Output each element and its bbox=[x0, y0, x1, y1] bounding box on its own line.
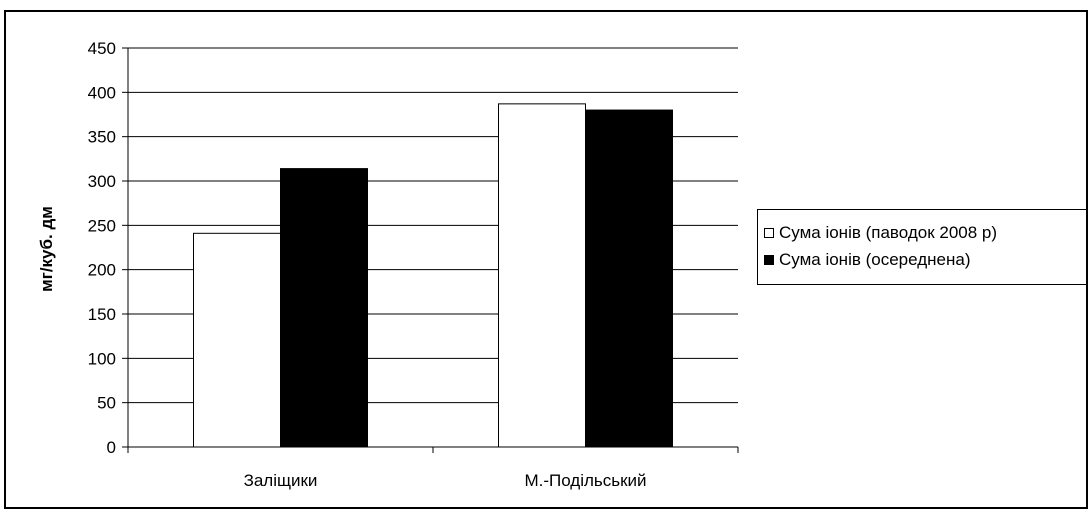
x-tick-label: Заліщики bbox=[244, 471, 318, 490]
bar bbox=[585, 109, 673, 448]
legend: Сума іонів (паводок 2008 р) Сума іонів (о… bbox=[757, 209, 1087, 285]
y-tick-label: 0 bbox=[107, 438, 116, 457]
legend-label: Сума іонів (паводок 2008 р) bbox=[779, 222, 998, 242]
legend-swatch bbox=[764, 254, 774, 265]
bar bbox=[498, 103, 586, 448]
y-tick-label: 150 bbox=[88, 305, 116, 324]
y-tick-label: 250 bbox=[88, 216, 116, 235]
bar bbox=[193, 232, 281, 448]
axes: 0 50 100 150 200 250 300 350 400 450 Заліщики М.-По… bbox=[88, 39, 739, 490]
legend-item: Сума іонів (паводок 2008 р) bbox=[764, 219, 1086, 246]
y-tick-label: 100 bbox=[88, 349, 116, 368]
y-tick-label: 400 bbox=[88, 83, 116, 102]
bar bbox=[280, 168, 368, 448]
bars bbox=[193, 103, 673, 448]
x-tick-label: М.-Подільський bbox=[524, 471, 646, 490]
y-axis-title: мг/куб. дм bbox=[37, 206, 56, 292]
legend-item: Сума іонів (осереднена) bbox=[764, 246, 1086, 273]
y-tick-label: 300 bbox=[88, 172, 116, 191]
y-tick-label: 200 bbox=[88, 261, 116, 280]
y-tick-label: 50 bbox=[97, 394, 116, 413]
y-tick-label: 450 bbox=[88, 39, 116, 58]
y-tick-label: 350 bbox=[88, 128, 116, 147]
legend-label: Сума іонів (осереднена) bbox=[779, 249, 971, 269]
legend-swatch bbox=[764, 227, 774, 238]
